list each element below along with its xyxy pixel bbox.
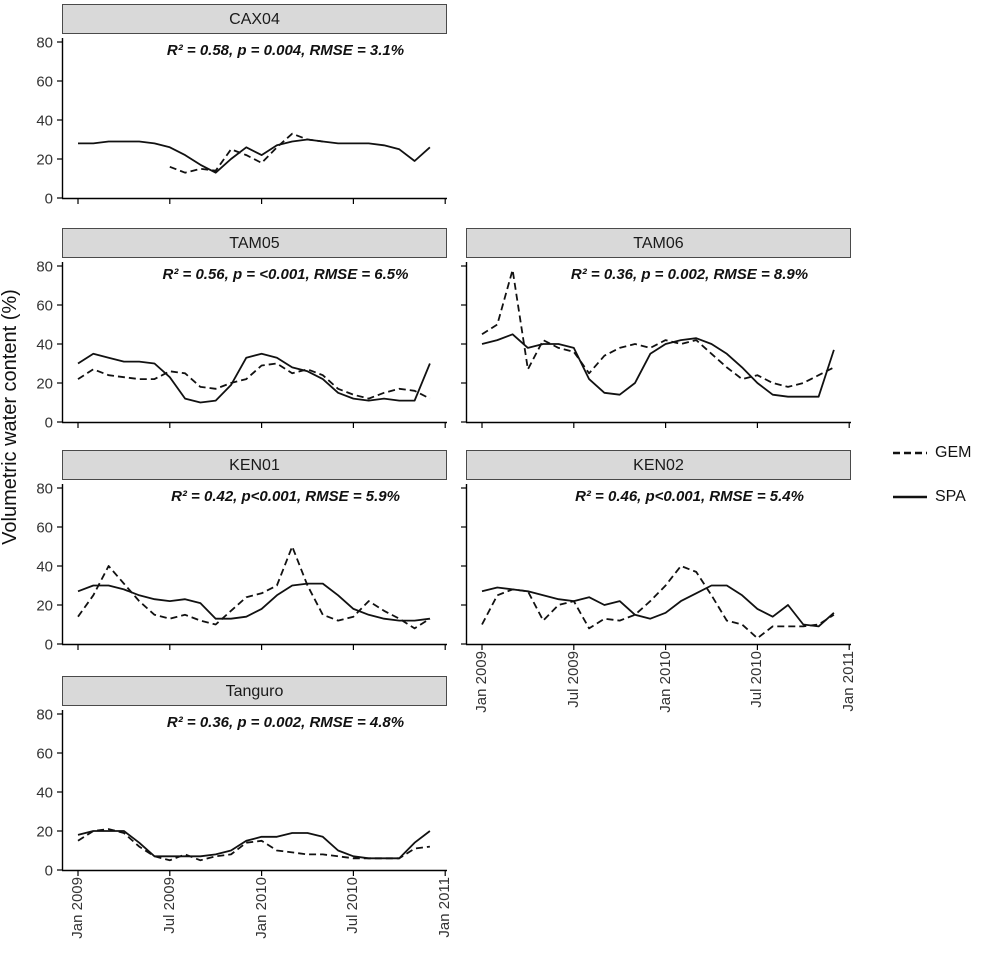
x-tick-label: Jan 2010: [252, 877, 270, 939]
series-spa-line: [77, 352, 431, 404]
line-plot: 0 20 40 60 80: [36, 34, 447, 207]
panel-title: TAM06: [466, 228, 851, 258]
panel-title: TAM05: [62, 228, 447, 258]
series-gem-line: [77, 545, 431, 630]
series-spa-line: [77, 582, 431, 622]
panel-plot-area: R² = 0.42, p<0.001, RMSE = 5.9% 0 20 40 60 8…: [36, 480, 447, 653]
series-gem-line: [169, 132, 323, 174]
y-tick-label: 40: [36, 336, 53, 353]
x-tick-label: Jul 2009: [160, 877, 178, 934]
panel-cax04: CAX04 R² = 0.58, p = 0.004, RMSE = 3.1% …: [36, 4, 447, 207]
y-tick-label: 20: [36, 597, 53, 614]
y-tick-label: 60: [36, 745, 53, 762]
y-tick-label: 80: [36, 34, 53, 51]
y-tick-label: 0: [45, 862, 53, 879]
series-gem-line: [481, 565, 835, 640]
panel-plot-area: R² = 0.36, p = 0.002, RMSE = 4.8% 0 20 40 6…: [36, 706, 447, 879]
series-gem-line: [77, 828, 431, 862]
y-tick-label: 60: [36, 297, 53, 314]
series-gem-line: [77, 362, 431, 400]
x-tick-label: Jan 2011: [840, 651, 858, 712]
panel-title: Tanguro: [62, 676, 447, 706]
legend: GEM SPA: [893, 438, 988, 526]
legend-label-gem: GEM: [935, 444, 972, 461]
x-tick-label: Jul 2010: [748, 651, 766, 708]
panel-title: KEN02: [466, 450, 851, 480]
x-axis-labels: Jan 2009 Jul 2009 Jan 2010 Jul 2010 Jan 2011: [466, 646, 857, 741]
line-plot: [461, 484, 851, 650]
legend-item-spa: SPA: [893, 482, 988, 512]
y-tick-label: 60: [36, 73, 53, 90]
panel-title: CAX04: [62, 4, 447, 34]
line-plot: 0 20 40 60 80: [36, 480, 447, 653]
panel-tam05: TAM05 R² = 0.56, p = <0.001, RMSE = 6.5%…: [36, 228, 447, 431]
x-tick-label: Jan 2010: [656, 651, 674, 713]
y-tick-label: 20: [36, 151, 53, 168]
y-tick-label: 0: [45, 414, 53, 431]
legend-item-gem: GEM: [893, 438, 988, 468]
x-tick-label: Jan 2011: [436, 877, 454, 938]
panel-plot-area: R² = 0.36, p = 0.002, RMSE = 8.9%: [461, 258, 851, 428]
x-tick-label: Jan 2009: [69, 877, 86, 939]
y-tick-label: 60: [36, 519, 53, 536]
x-tick-label: Jul 2009: [564, 651, 582, 708]
series-gem-line: [481, 269, 835, 388]
dashed-line-sample: [893, 451, 927, 455]
panel-ken02: KEN02 R² = 0.46, p<0.001, RMSE = 5.4% Ja…: [461, 450, 857, 713]
panel-plot-area: R² = 0.56, p = <0.001, RMSE = 6.5% 0 20 40…: [36, 258, 447, 431]
y-tick-label: 40: [36, 112, 53, 129]
x-axis-labels: Jan 2009 Jul 2009 Jan 2010 Jul 2010 Jan 2011: [62, 872, 453, 967]
y-tick-label: 40: [36, 558, 53, 575]
series-spa-line: [481, 333, 835, 398]
x-tick-label: Jul 2010: [344, 877, 362, 934]
line-plot: 0 20 40 60 80: [36, 258, 447, 431]
legend-label-spa: SPA: [935, 488, 966, 505]
series-spa-line: [77, 830, 431, 860]
series-spa-line: [481, 584, 835, 628]
y-tick-label: 80: [36, 706, 53, 723]
panel-tanguro: Tanguro R² = 0.36, p = 0.002, RMSE = 4.8…: [36, 676, 453, 939]
panel-plot-area: R² = 0.46, p<0.001, RMSE = 5.4%: [461, 480, 851, 650]
y-tick-label: 0: [45, 190, 53, 207]
y-tick-label: 20: [36, 823, 53, 840]
line-plot: [461, 262, 851, 428]
y-tick-label: 0: [45, 636, 53, 653]
y-axis-title: Volumetric water content (%): [0, 289, 21, 545]
y-tick-label: 80: [36, 258, 53, 275]
panel-plot-area: R² = 0.58, p = 0.004, RMSE = 3.1% 0 20 40 6…: [36, 34, 447, 207]
y-tick-label: 20: [36, 375, 53, 392]
y-tick-label: 80: [36, 480, 53, 497]
panel-tam06: TAM06 R² = 0.36, p = 0.002, RMSE = 8.9%: [461, 228, 851, 428]
y-tick-label: 40: [36, 784, 53, 801]
panel-title: KEN01: [62, 450, 447, 480]
series-spa-line: [78, 138, 431, 174]
line-plot: 0 20 40 60 80: [36, 706, 447, 879]
solid-line-sample: [893, 495, 927, 499]
x-tick-label: Jan 2009: [473, 651, 490, 713]
